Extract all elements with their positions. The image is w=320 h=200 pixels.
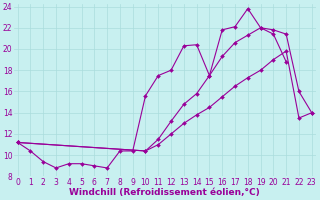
X-axis label: Windchill (Refroidissement éolien,°C): Windchill (Refroidissement éolien,°C) [69,188,260,197]
